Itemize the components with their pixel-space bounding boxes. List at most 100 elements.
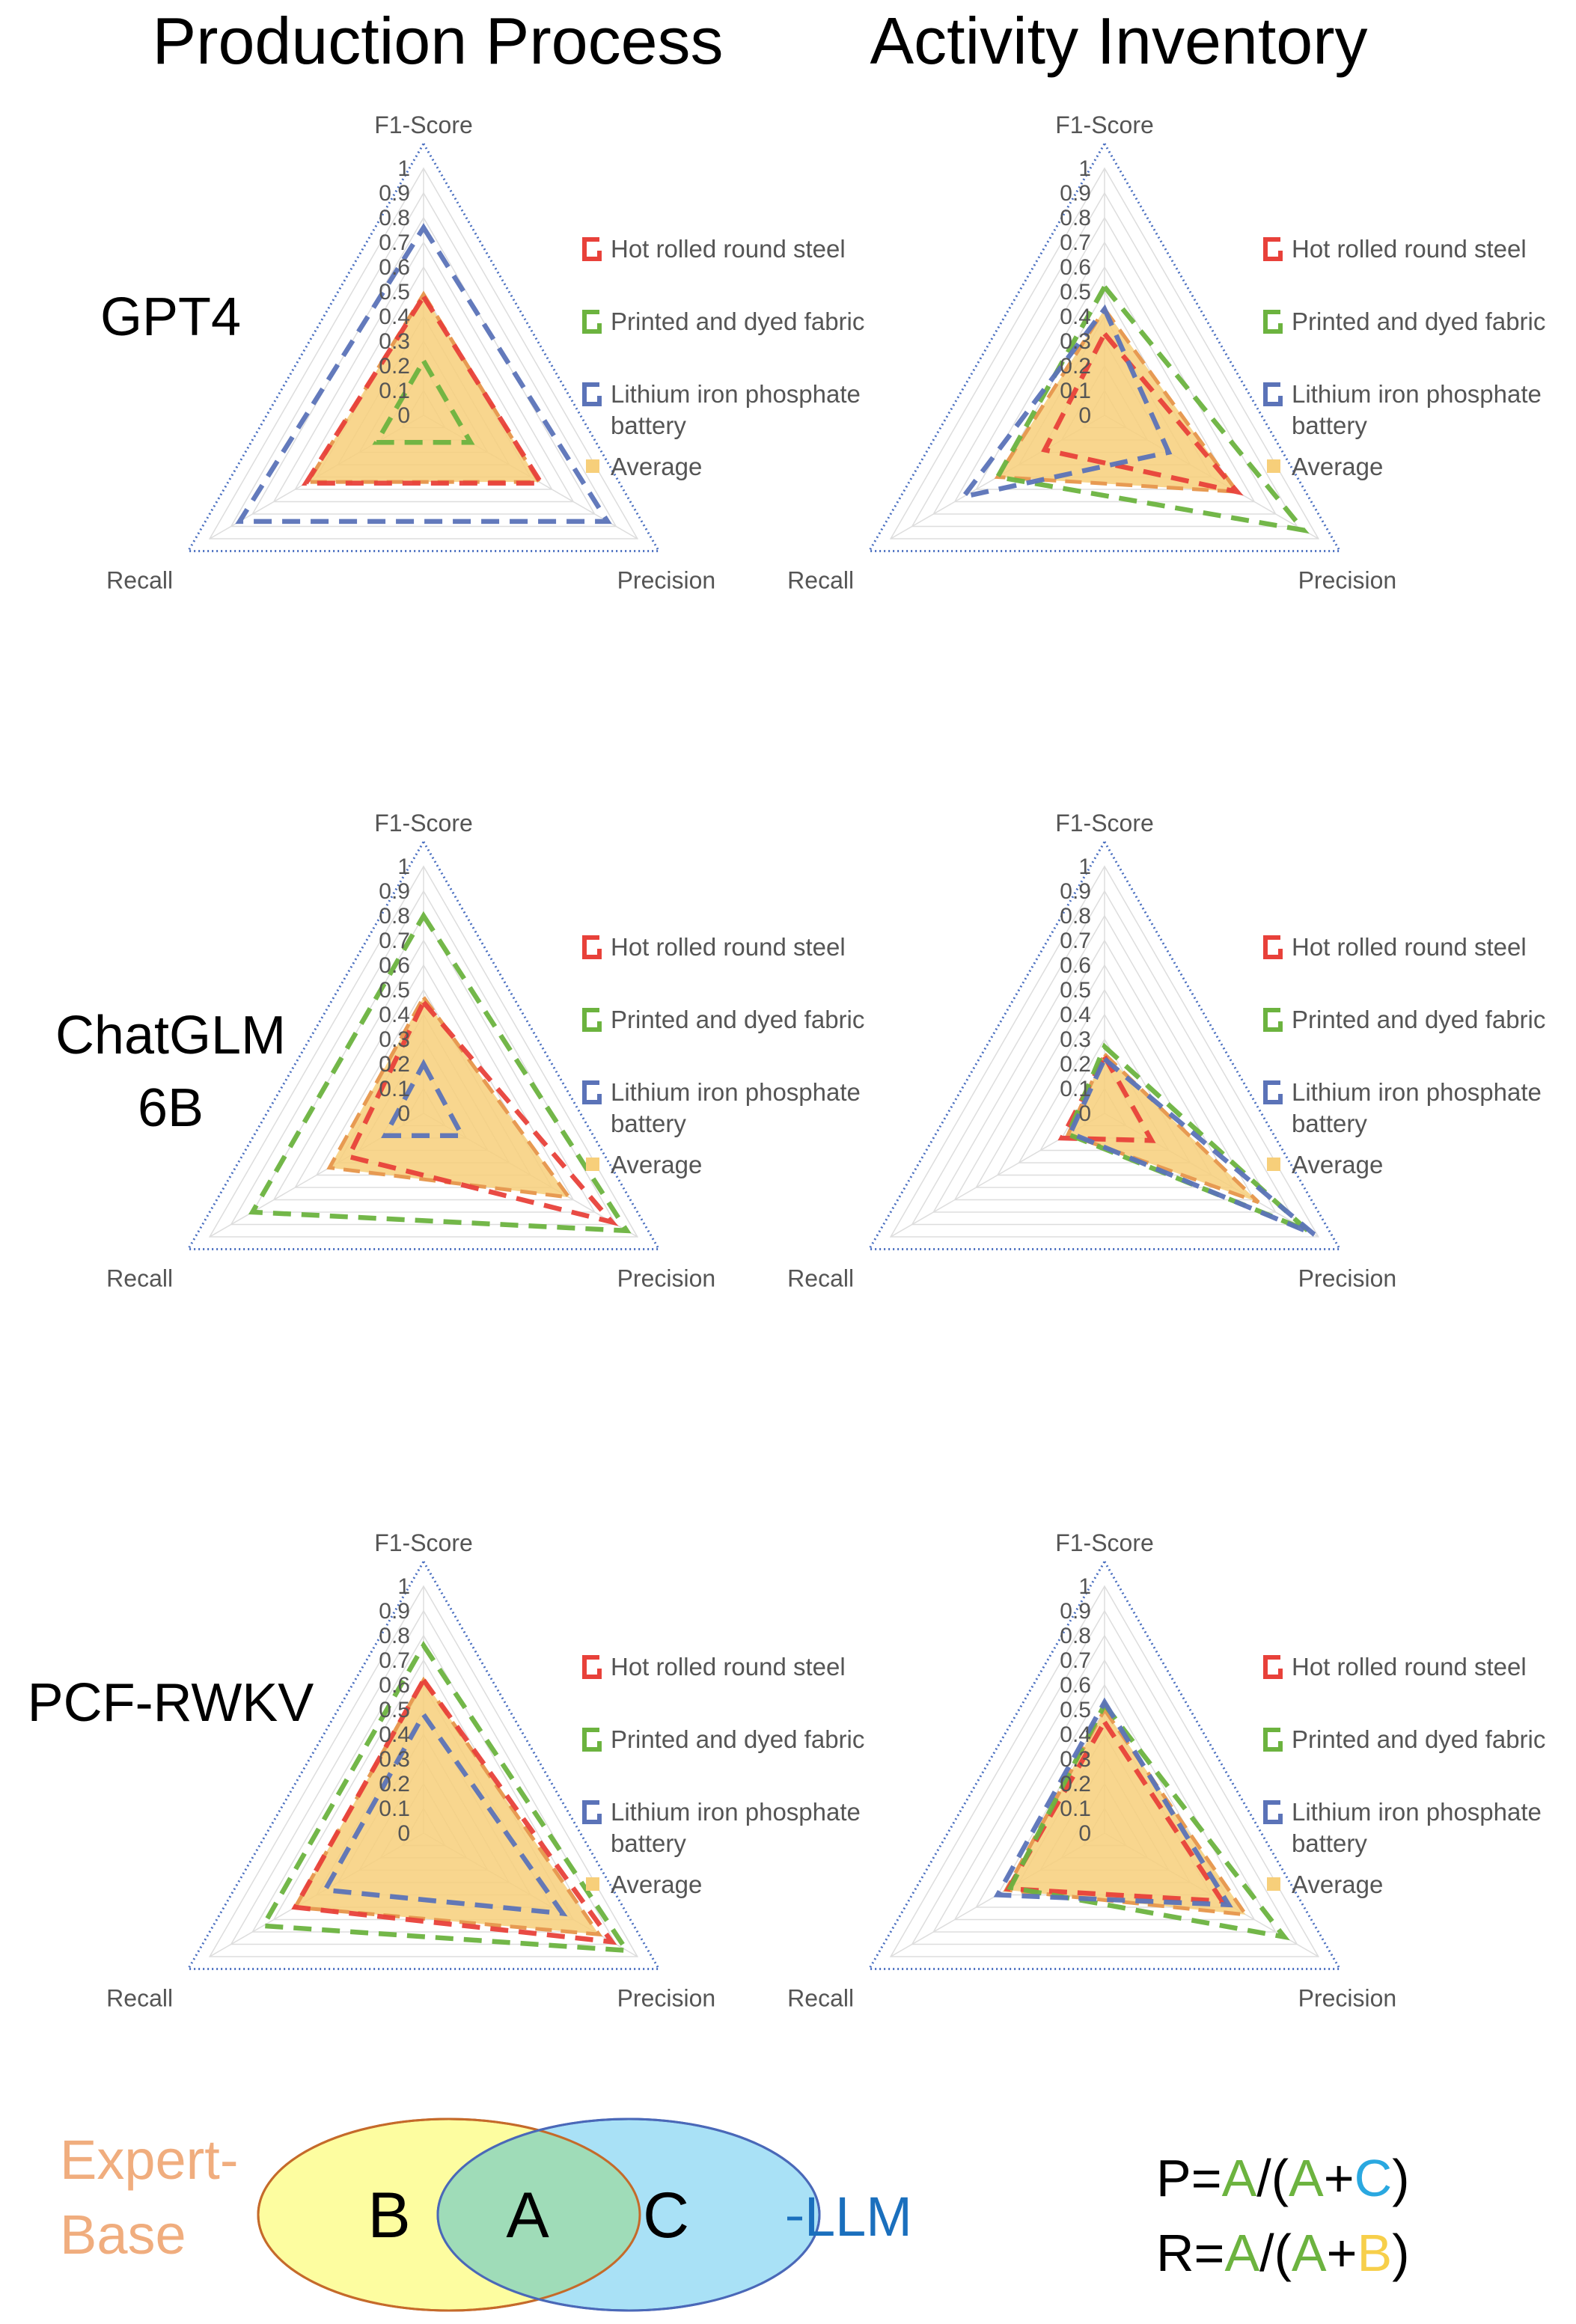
tick-label: 0.6 <box>379 1673 410 1698</box>
outer-frame <box>867 840 1342 1250</box>
legend-label-average: Average <box>611 1151 702 1178</box>
tick-label: 0.2 <box>1060 354 1091 379</box>
tick-label: 0.8 <box>1060 206 1091 230</box>
venn-region-a: A <box>506 2180 549 2251</box>
venn-label-expert-line1: Expert- <box>60 2129 239 2191</box>
venn-label-expert-line2: Base <box>60 2204 186 2266</box>
grid-ring <box>294 266 553 490</box>
formula-r-a2: A <box>1292 2224 1327 2282</box>
tick-label: 0 <box>1078 1101 1091 1126</box>
legend-swatch-average <box>1267 1158 1280 1171</box>
series-steel-line <box>1041 329 1244 496</box>
grid-ring <box>953 939 1256 1201</box>
axis-label-precision: Precision <box>617 1265 716 1292</box>
tick-label: 0.5 <box>1060 1698 1091 1722</box>
tick-label: 0.8 <box>379 1624 410 1648</box>
tick-label: 0.9 <box>1060 1599 1091 1624</box>
radar-chart-chatglm-activity: 00.10.20.30.40.50.60.70.80.91 F1-Score Pre… <box>787 810 1545 1292</box>
grid-ring <box>953 1659 1256 1921</box>
column-title-activity-inventory: Activity Inventory <box>870 4 1367 78</box>
tick-label: 0.5 <box>379 280 410 305</box>
formula-precision: P=A/(A+C) <box>1156 2149 1410 2207</box>
formula-r-close: ) <box>1392 2224 1409 2282</box>
tick-label: 1 <box>397 156 410 181</box>
legend-label-fabric: Printed and dyed fabric <box>1292 1006 1545 1033</box>
tick-label: 0.6 <box>379 255 410 280</box>
axis-label-f1-score: F1-Score <box>1055 1529 1154 1556</box>
formula-r-plus: + <box>1327 2224 1357 2282</box>
axis-label-precision: Precision <box>617 1985 716 2012</box>
tick-label: 0.7 <box>1060 230 1091 255</box>
svg-text:P=A/(A+C): P=A/(A+C) <box>1156 2149 1410 2207</box>
tick-label: 0.3 <box>1060 1747 1091 1772</box>
legend-swatch-steel <box>1263 1655 1283 1679</box>
tick-label: 0.7 <box>379 929 410 953</box>
grid-ring <box>975 964 1234 1188</box>
axis-label-precision: Precision <box>1298 1985 1397 2012</box>
formula-r-mid: /( <box>1259 2224 1292 2282</box>
formula-p-plus: + <box>1324 2149 1354 2207</box>
legend-swatch-average <box>586 459 599 473</box>
row-label-chatglm-line1: ChatGLM <box>55 1006 286 1065</box>
legend-label-fabric: Printed and dyed fabric <box>1292 1725 1545 1753</box>
grid-ring <box>911 192 1298 528</box>
tick-label: 1 <box>1078 1574 1091 1599</box>
tick-label: 0.1 <box>379 379 410 403</box>
legend-label-steel: Hot rolled round steel <box>1292 235 1527 263</box>
radar-chart-pcf-rwkv-activity: 00.10.20.30.40.50.60.70.80.91 F1-Score Pre… <box>787 1529 1545 2012</box>
tick-label: 1 <box>1078 854 1091 879</box>
axis-label-recall: Recall <box>106 1985 173 2012</box>
axis-label-recall: Recall <box>106 567 173 594</box>
series-fabric-line <box>248 911 632 1234</box>
series-average-area <box>994 305 1241 495</box>
column-title-production-process: Production Process <box>152 4 723 78</box>
tick-label: 0.2 <box>379 1772 410 1796</box>
venn-llm-outline <box>436 2117 821 2312</box>
series-battery-line <box>993 1697 1233 1908</box>
legend-label-steel: Hot rolled round steel <box>611 1653 846 1681</box>
legend-label-fabric: Printed and dyed fabric <box>611 1725 864 1753</box>
series-battery-line <box>957 304 1173 501</box>
tick-label: 0.4 <box>1060 1722 1091 1747</box>
legend-label-average: Average <box>1292 453 1383 480</box>
axis-label-f1-score: F1-Score <box>1055 111 1154 138</box>
grid-ring <box>889 167 1320 539</box>
legend-label-steel: Hot rolled round steel <box>1292 1653 1527 1681</box>
venn-label-llm: LLM <box>804 2186 912 2248</box>
grid-ring <box>272 939 575 1201</box>
grid-ring <box>208 865 639 1238</box>
grid-ring <box>889 1585 1320 1957</box>
formula-p-a2: A <box>1289 2149 1324 2207</box>
legend-swatch-battery <box>582 1800 602 1824</box>
legend-swatch-fabric <box>1263 1008 1283 1032</box>
tick-label: 0.9 <box>1060 879 1091 904</box>
grid-ring <box>230 192 617 528</box>
legend-label-battery-line2: battery <box>1292 1829 1367 1857</box>
tick-label: 0.1 <box>1060 379 1091 403</box>
tick-label: 0.5 <box>1060 978 1091 1003</box>
tick-label: 0.4 <box>1060 1003 1091 1027</box>
legend-swatch-battery <box>582 1080 602 1104</box>
legend-label-battery-line2: battery <box>611 1110 686 1137</box>
legend-label-steel: Hot rolled round steel <box>611 235 846 263</box>
tick-label: 1 <box>397 854 410 879</box>
series-steel-line <box>345 997 619 1226</box>
radar-chart-gpt4-activity: 00.10.20.30.40.50.60.70.80.91 F1-Score Pre… <box>787 111 1545 594</box>
tick-label: 0.2 <box>1060 1052 1091 1077</box>
grid-ring <box>975 1684 1234 1908</box>
radar-chart-pcf-rwkv-production: 00.10.20.30.40.50.60.70.80.91 F1-Score Pre… <box>106 1529 864 2012</box>
axis-label-recall: Recall <box>787 1265 854 1292</box>
tick-label: 0.1 <box>1060 1077 1091 1101</box>
venn-region-b: B <box>367 2180 410 2251</box>
series-battery-line <box>1066 1055 1316 1237</box>
series-fabric-line <box>259 1641 632 1954</box>
tick-label: 0.4 <box>379 305 410 329</box>
row-label-pcf-rwkv: PCF-RWKV <box>28 1673 314 1733</box>
series-average-area <box>292 1676 603 1937</box>
tick-label: 0.3 <box>379 1747 410 1772</box>
series-fabric-line <box>994 282 1310 534</box>
tick-label: 0.4 <box>379 1722 410 1747</box>
formula-p-a1: A <box>1222 2149 1257 2207</box>
legend-swatch-steel <box>582 237 602 261</box>
